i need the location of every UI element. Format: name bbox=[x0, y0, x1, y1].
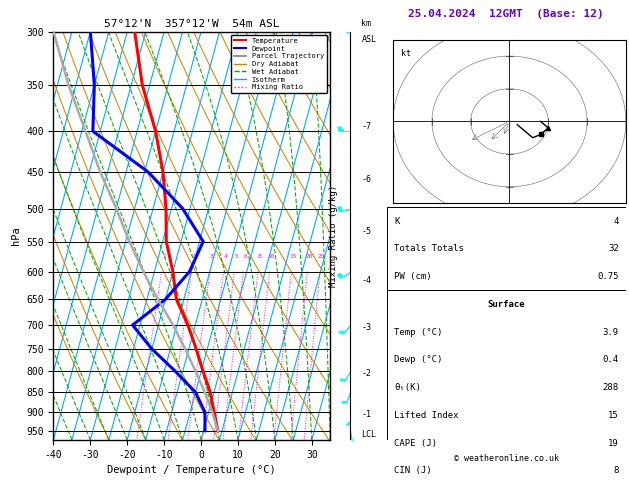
Text: 20: 20 bbox=[305, 255, 313, 260]
Text: 10: 10 bbox=[267, 255, 275, 260]
Text: 4: 4 bbox=[613, 217, 619, 226]
Text: 32: 32 bbox=[608, 244, 619, 253]
Text: Temp (°C): Temp (°C) bbox=[394, 328, 442, 336]
Text: © weatheronline.co.uk: © weatheronline.co.uk bbox=[454, 454, 559, 464]
Title: 57°12'N  357°12'W  54m ASL: 57°12'N 357°12'W 54m ASL bbox=[104, 19, 280, 30]
Text: Mixing Ratio (g/kg): Mixing Ratio (g/kg) bbox=[328, 185, 338, 287]
Text: 19: 19 bbox=[608, 438, 619, 448]
Text: Lifted Index: Lifted Index bbox=[394, 411, 459, 420]
Text: 15: 15 bbox=[289, 255, 297, 260]
Text: 15: 15 bbox=[608, 411, 619, 420]
Text: θₜ(K): θₜ(K) bbox=[394, 383, 421, 392]
Text: LCL: LCL bbox=[361, 430, 376, 439]
Text: -2: -2 bbox=[361, 369, 371, 378]
Text: -6: -6 bbox=[361, 175, 371, 184]
Y-axis label: hPa: hPa bbox=[11, 226, 21, 245]
Text: 2: 2 bbox=[192, 255, 196, 260]
Text: 8: 8 bbox=[258, 255, 262, 260]
Text: 6: 6 bbox=[243, 255, 247, 260]
Text: kt: kt bbox=[401, 49, 411, 58]
Text: PW (cm): PW (cm) bbox=[394, 272, 431, 281]
Text: ASL: ASL bbox=[361, 35, 376, 44]
Text: 0.75: 0.75 bbox=[597, 272, 619, 281]
Text: CAPE (J): CAPE (J) bbox=[394, 438, 437, 448]
Legend: Temperature, Dewpoint, Parcel Trajectory, Dry Adiabat, Wet Adiabat, Isotherm, Mi: Temperature, Dewpoint, Parcel Trajectory… bbox=[231, 35, 326, 93]
Text: 25.04.2024  12GMT  (Base: 12): 25.04.2024 12GMT (Base: 12) bbox=[408, 9, 604, 19]
Text: Dewp (°C): Dewp (°C) bbox=[394, 355, 442, 364]
Text: CIN (J): CIN (J) bbox=[394, 467, 431, 475]
Text: 1: 1 bbox=[162, 255, 165, 260]
Text: Surface: Surface bbox=[487, 300, 525, 309]
Text: 0.4: 0.4 bbox=[603, 355, 619, 364]
Text: 3: 3 bbox=[210, 255, 214, 260]
Text: -7: -7 bbox=[361, 122, 371, 131]
Text: 5: 5 bbox=[235, 255, 238, 260]
Text: -1: -1 bbox=[361, 410, 371, 418]
Text: 25: 25 bbox=[318, 255, 325, 260]
Text: -5: -5 bbox=[361, 227, 371, 237]
Text: 8: 8 bbox=[613, 467, 619, 475]
Text: Totals Totals: Totals Totals bbox=[394, 244, 464, 253]
Text: K: K bbox=[394, 217, 399, 226]
Text: -3: -3 bbox=[361, 323, 371, 332]
X-axis label: Dewpoint / Temperature (°C): Dewpoint / Temperature (°C) bbox=[108, 465, 276, 475]
Text: 288: 288 bbox=[603, 383, 619, 392]
Text: km: km bbox=[361, 18, 371, 28]
Text: 4: 4 bbox=[224, 255, 228, 260]
Text: 3.9: 3.9 bbox=[603, 328, 619, 336]
Text: -4: -4 bbox=[361, 276, 371, 285]
